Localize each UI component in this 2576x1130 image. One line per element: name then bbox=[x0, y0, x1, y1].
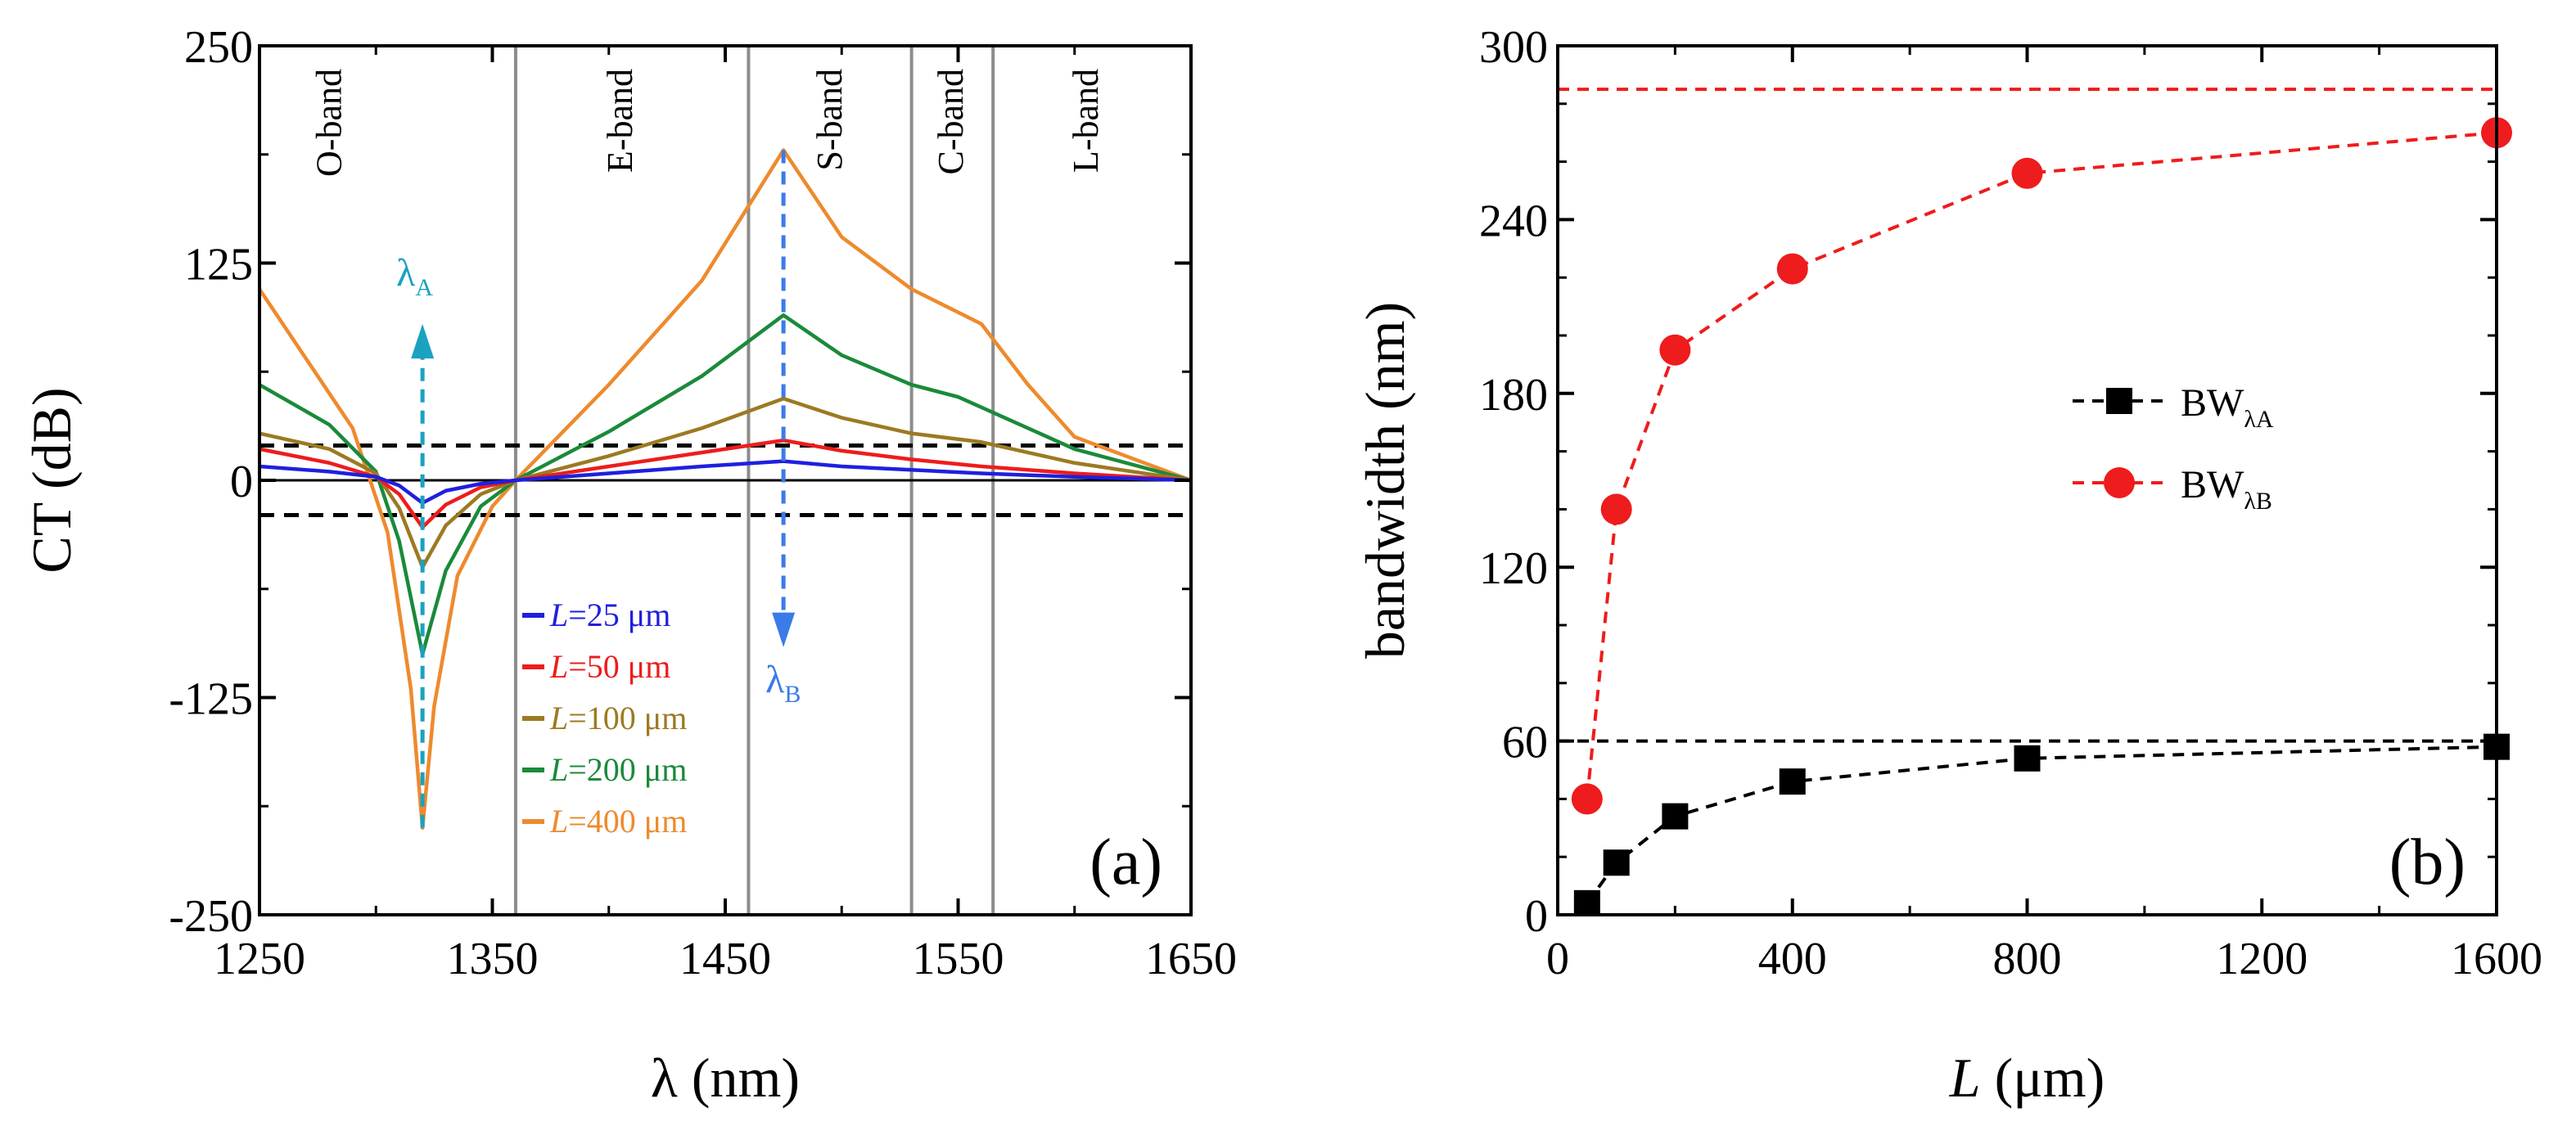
legend-prefix-3: L bbox=[549, 751, 568, 788]
legend-marker-0 bbox=[2106, 388, 2132, 414]
y-tick-label-5: 0 bbox=[1525, 891, 1548, 942]
data-point-λA-0 bbox=[1573, 889, 1600, 916]
band-label-3: C-band bbox=[931, 69, 971, 175]
x-axis-label: L (μm) bbox=[1949, 1047, 2105, 1109]
y-tick-label-4: 60 bbox=[1502, 718, 1548, 768]
legend-prefix-0: L bbox=[549, 597, 568, 633]
legend-label-4: L=400 μm bbox=[549, 803, 687, 840]
data-point-λA-3 bbox=[1779, 768, 1806, 795]
x-axis-label-italic: L bbox=[1949, 1047, 1981, 1109]
series-line-λB bbox=[1585, 131, 2497, 799]
x-tick-label-4: 1650 bbox=[1145, 934, 1237, 984]
legend-prefix-4: L bbox=[549, 803, 568, 840]
data-point-λB-0 bbox=[1571, 783, 1603, 815]
x-tick-label-2: 1450 bbox=[679, 934, 771, 984]
y-tick-label-2: 0 bbox=[230, 457, 253, 507]
legend-text-3: =200 μm bbox=[568, 751, 687, 788]
y-axis-label: CT (dB) bbox=[20, 387, 83, 573]
y-tick-label-1: 125 bbox=[184, 240, 253, 290]
x-axis-label-rest: (μm) bbox=[1981, 1047, 2105, 1109]
lambda-a-arrow-head bbox=[411, 323, 435, 359]
legend-label-2: L=100 μm bbox=[549, 700, 687, 736]
x-tick-label-2: 800 bbox=[1993, 934, 2062, 984]
series-line-25um bbox=[259, 459, 1192, 505]
legend-sub-1: λB bbox=[2244, 488, 2272, 515]
band-label-0: O-band bbox=[309, 69, 349, 177]
series-line-100um bbox=[259, 396, 1192, 570]
data-point-λB-1 bbox=[1600, 493, 1632, 525]
series-line-50um bbox=[259, 438, 1192, 529]
legend-label-0: BWλA bbox=[2181, 381, 2274, 433]
band-label-1: E-band bbox=[600, 69, 640, 173]
x-tick-label-0: 1250 bbox=[214, 934, 305, 984]
legend-label-0: L=25 μm bbox=[549, 597, 670, 633]
legend-text-0: =25 μm bbox=[568, 597, 670, 633]
legend-name-0: BW bbox=[2181, 381, 2244, 425]
y-tick-label-4: -250 bbox=[169, 891, 253, 942]
legend-text-4: =400 μm bbox=[568, 803, 687, 840]
y-tick-label-3: 120 bbox=[1479, 543, 1548, 594]
lambda-b-label: λB bbox=[765, 658, 801, 708]
x-axis-label: λ (nm) bbox=[651, 1047, 800, 1109]
data-point-λA-4 bbox=[2014, 745, 2041, 772]
y-tick-label-0: 250 bbox=[184, 22, 253, 73]
x-tick-label-3: 1200 bbox=[2216, 934, 2308, 984]
series-line-λA bbox=[1586, 745, 2497, 905]
data-point-λA-2 bbox=[1662, 803, 1689, 830]
y-axis-label: bandwidth (nm) bbox=[1354, 302, 1416, 659]
band-label-4: L-band bbox=[1066, 69, 1106, 173]
legend-label-1: BWλB bbox=[2181, 463, 2272, 515]
lambda-a-sub: A bbox=[415, 274, 433, 301]
legend-label-3: L=200 μm bbox=[549, 751, 687, 788]
x-tick-label-4: 1600 bbox=[2451, 934, 2542, 984]
data-point-λA-1 bbox=[1603, 849, 1630, 876]
series-line-200um bbox=[258, 313, 1192, 656]
legend-text-2: =100 μm bbox=[568, 700, 687, 736]
legend-label-1: L=50 μm bbox=[549, 648, 670, 685]
y-tick-label-2: 180 bbox=[1479, 370, 1548, 421]
panel-a-label: (a) bbox=[1089, 826, 1162, 898]
panel-b-label: (b) bbox=[2389, 826, 2465, 898]
data-point-λB-4 bbox=[2011, 157, 2043, 189]
x-tick-label-3: 1550 bbox=[913, 934, 1004, 984]
legend-name-1: BW bbox=[2181, 463, 2244, 506]
band-label-2: S-band bbox=[810, 69, 850, 171]
lambda-a-label: λA bbox=[396, 251, 433, 301]
data-point-λB-2 bbox=[1659, 334, 1691, 366]
lambda-b-arrow-head bbox=[772, 612, 796, 647]
legend-prefix-1: L bbox=[549, 648, 568, 685]
lambda-b-sub: B bbox=[784, 681, 801, 708]
x-tick-label-1: 400 bbox=[1758, 934, 1827, 984]
legend-text-1: =50 μm bbox=[568, 648, 670, 685]
legend-marker-1 bbox=[2104, 467, 2135, 498]
data-point-λB-3 bbox=[1776, 253, 1808, 285]
y-tick-label-0: 300 bbox=[1479, 22, 1548, 73]
x-tick-label-1: 1350 bbox=[447, 934, 539, 984]
x-tick-label-0: 0 bbox=[1546, 934, 1569, 984]
legend-prefix-2: L bbox=[549, 700, 568, 736]
legend-sub-0: λA bbox=[2244, 406, 2274, 433]
y-tick-label-1: 240 bbox=[1479, 196, 1548, 246]
y-tick-label-3: -125 bbox=[169, 674, 253, 725]
